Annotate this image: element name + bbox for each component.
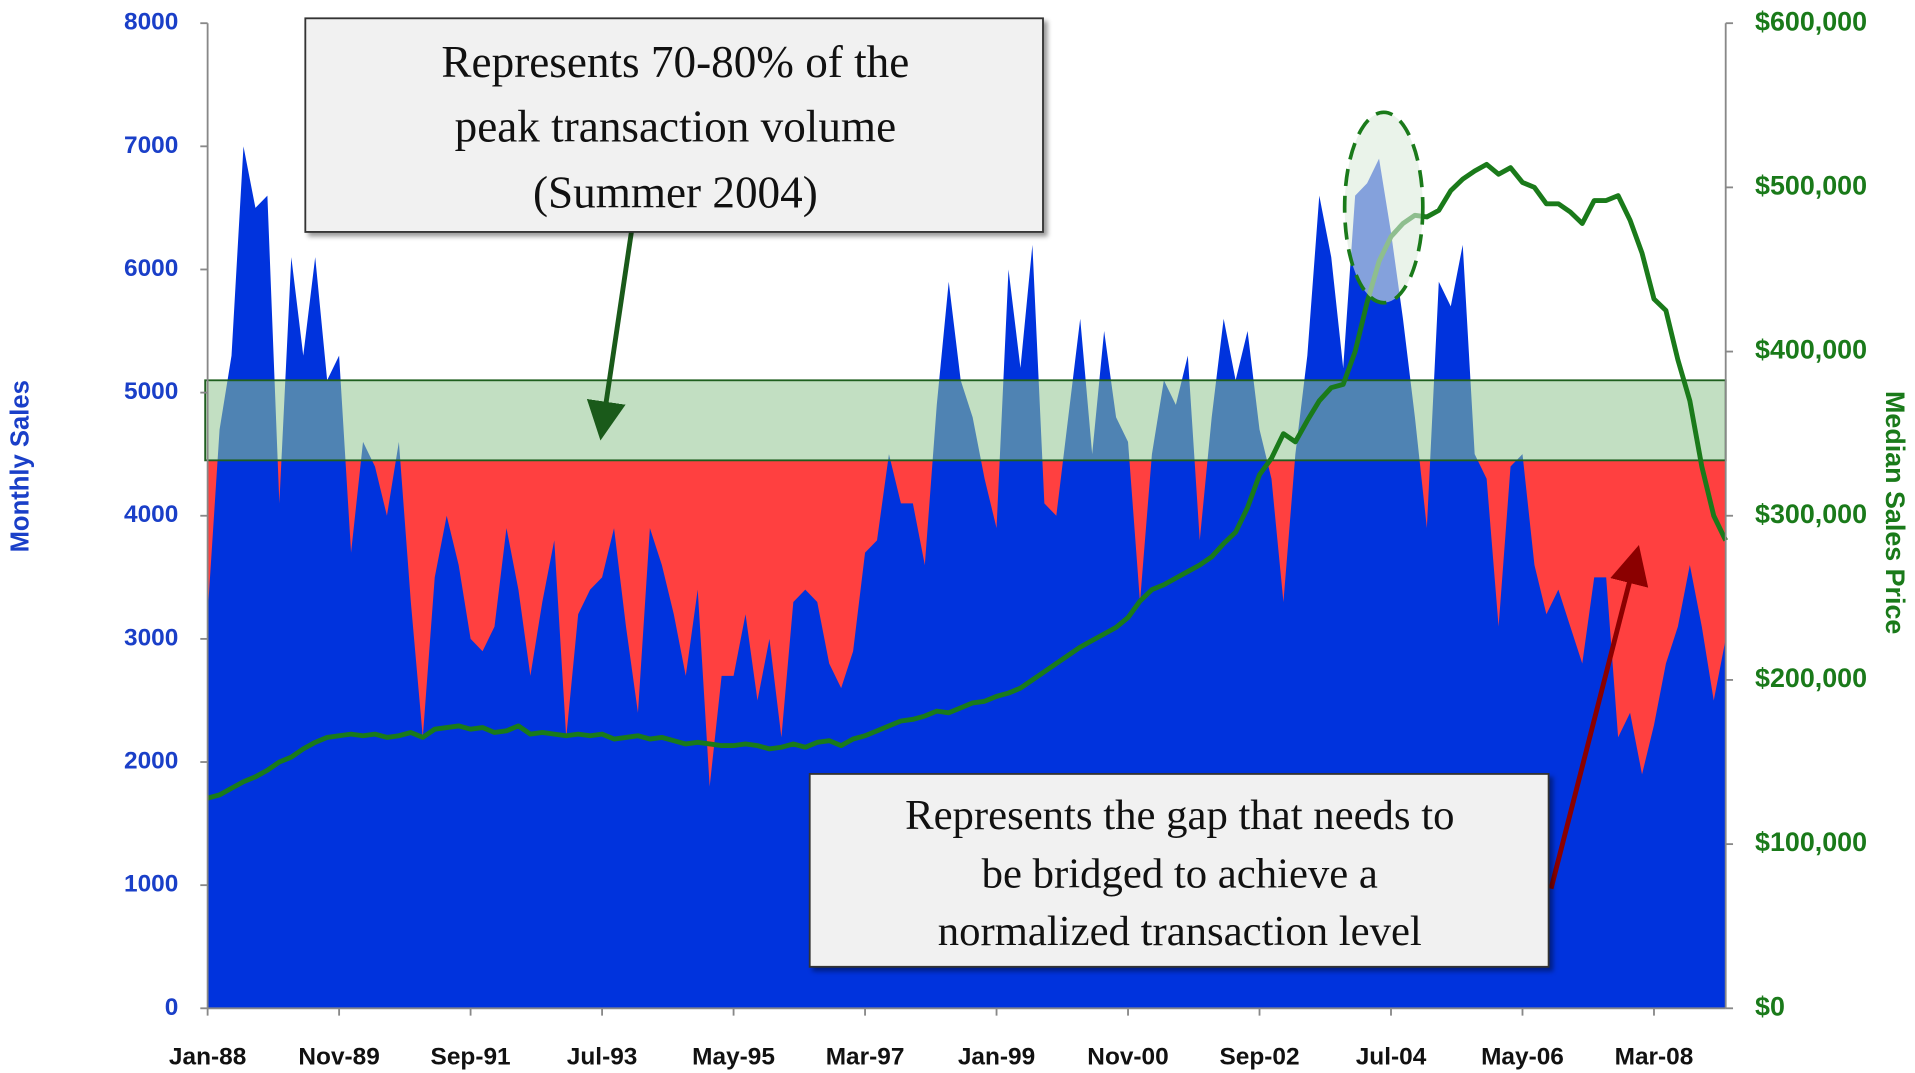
x-tick-label: Nov-89 xyxy=(298,1043,379,1070)
x-tick-label: Jul-04 xyxy=(1356,1043,1427,1070)
y2-tick-label: $500,000 xyxy=(1755,170,1867,200)
x-tick-label: Mar-97 xyxy=(826,1043,905,1070)
annotation-box xyxy=(808,773,1550,968)
x-tick-label: Sep-91 xyxy=(431,1043,511,1070)
annotation-line: normalized transaction level xyxy=(938,908,1422,955)
y2-tick-label: $400,000 xyxy=(1755,335,1867,365)
y2-axis-title: Median Sales Price xyxy=(1880,391,1910,634)
y-tick-label: 4000 xyxy=(124,501,178,528)
y2-tick-label: $300,000 xyxy=(1755,499,1867,529)
y-tick-label: 3000 xyxy=(124,624,178,651)
y-tick-label: 2000 xyxy=(124,747,178,774)
highlight-ellipse xyxy=(1342,110,1425,305)
annotation-line: be bridged to achieve a xyxy=(982,850,1378,897)
annotation-line: (Summer 2004) xyxy=(533,168,818,218)
y-tick-label: 5000 xyxy=(124,378,178,405)
y-tick-label: 7000 xyxy=(124,132,178,159)
x-tick-label: May-95 xyxy=(692,1043,775,1070)
x-tick-label: May-06 xyxy=(1481,1043,1564,1070)
arrow xyxy=(586,231,634,441)
arrow xyxy=(1548,545,1649,890)
x-tick-label: Mar-08 xyxy=(1615,1043,1694,1070)
annotation-line: Represents the gap that needs to xyxy=(905,792,1454,839)
y2-tick-label: $0 xyxy=(1755,991,1785,1021)
x-tick-label: Jan-88 xyxy=(169,1043,246,1070)
x-tick-label: Jul-93 xyxy=(567,1043,638,1070)
x-tick-label: Jan-99 xyxy=(958,1043,1035,1070)
y-tick-label: 0 xyxy=(165,994,179,1021)
y2-tick-label: $200,000 xyxy=(1755,663,1867,693)
x-tick-label: Nov-00 xyxy=(1087,1043,1168,1070)
annotation-line: peak transaction volume xyxy=(455,102,896,152)
y2-tick-label: $100,000 xyxy=(1755,827,1867,857)
price-line xyxy=(206,161,1728,801)
y-tick-label: 1000 xyxy=(124,871,178,898)
reference-band xyxy=(204,379,1727,462)
y2-tick-label: $600,000 xyxy=(1755,6,1867,36)
x-tick-label: Sep-02 xyxy=(1219,1043,1299,1070)
annotation-box xyxy=(304,17,1044,233)
y-tick-label: 6000 xyxy=(124,255,178,282)
y-tick-label: 8000 xyxy=(124,9,178,36)
annotation-line: Represents 70-80% of the xyxy=(441,37,909,87)
y-axis-title: Monthly Sales xyxy=(7,380,35,552)
